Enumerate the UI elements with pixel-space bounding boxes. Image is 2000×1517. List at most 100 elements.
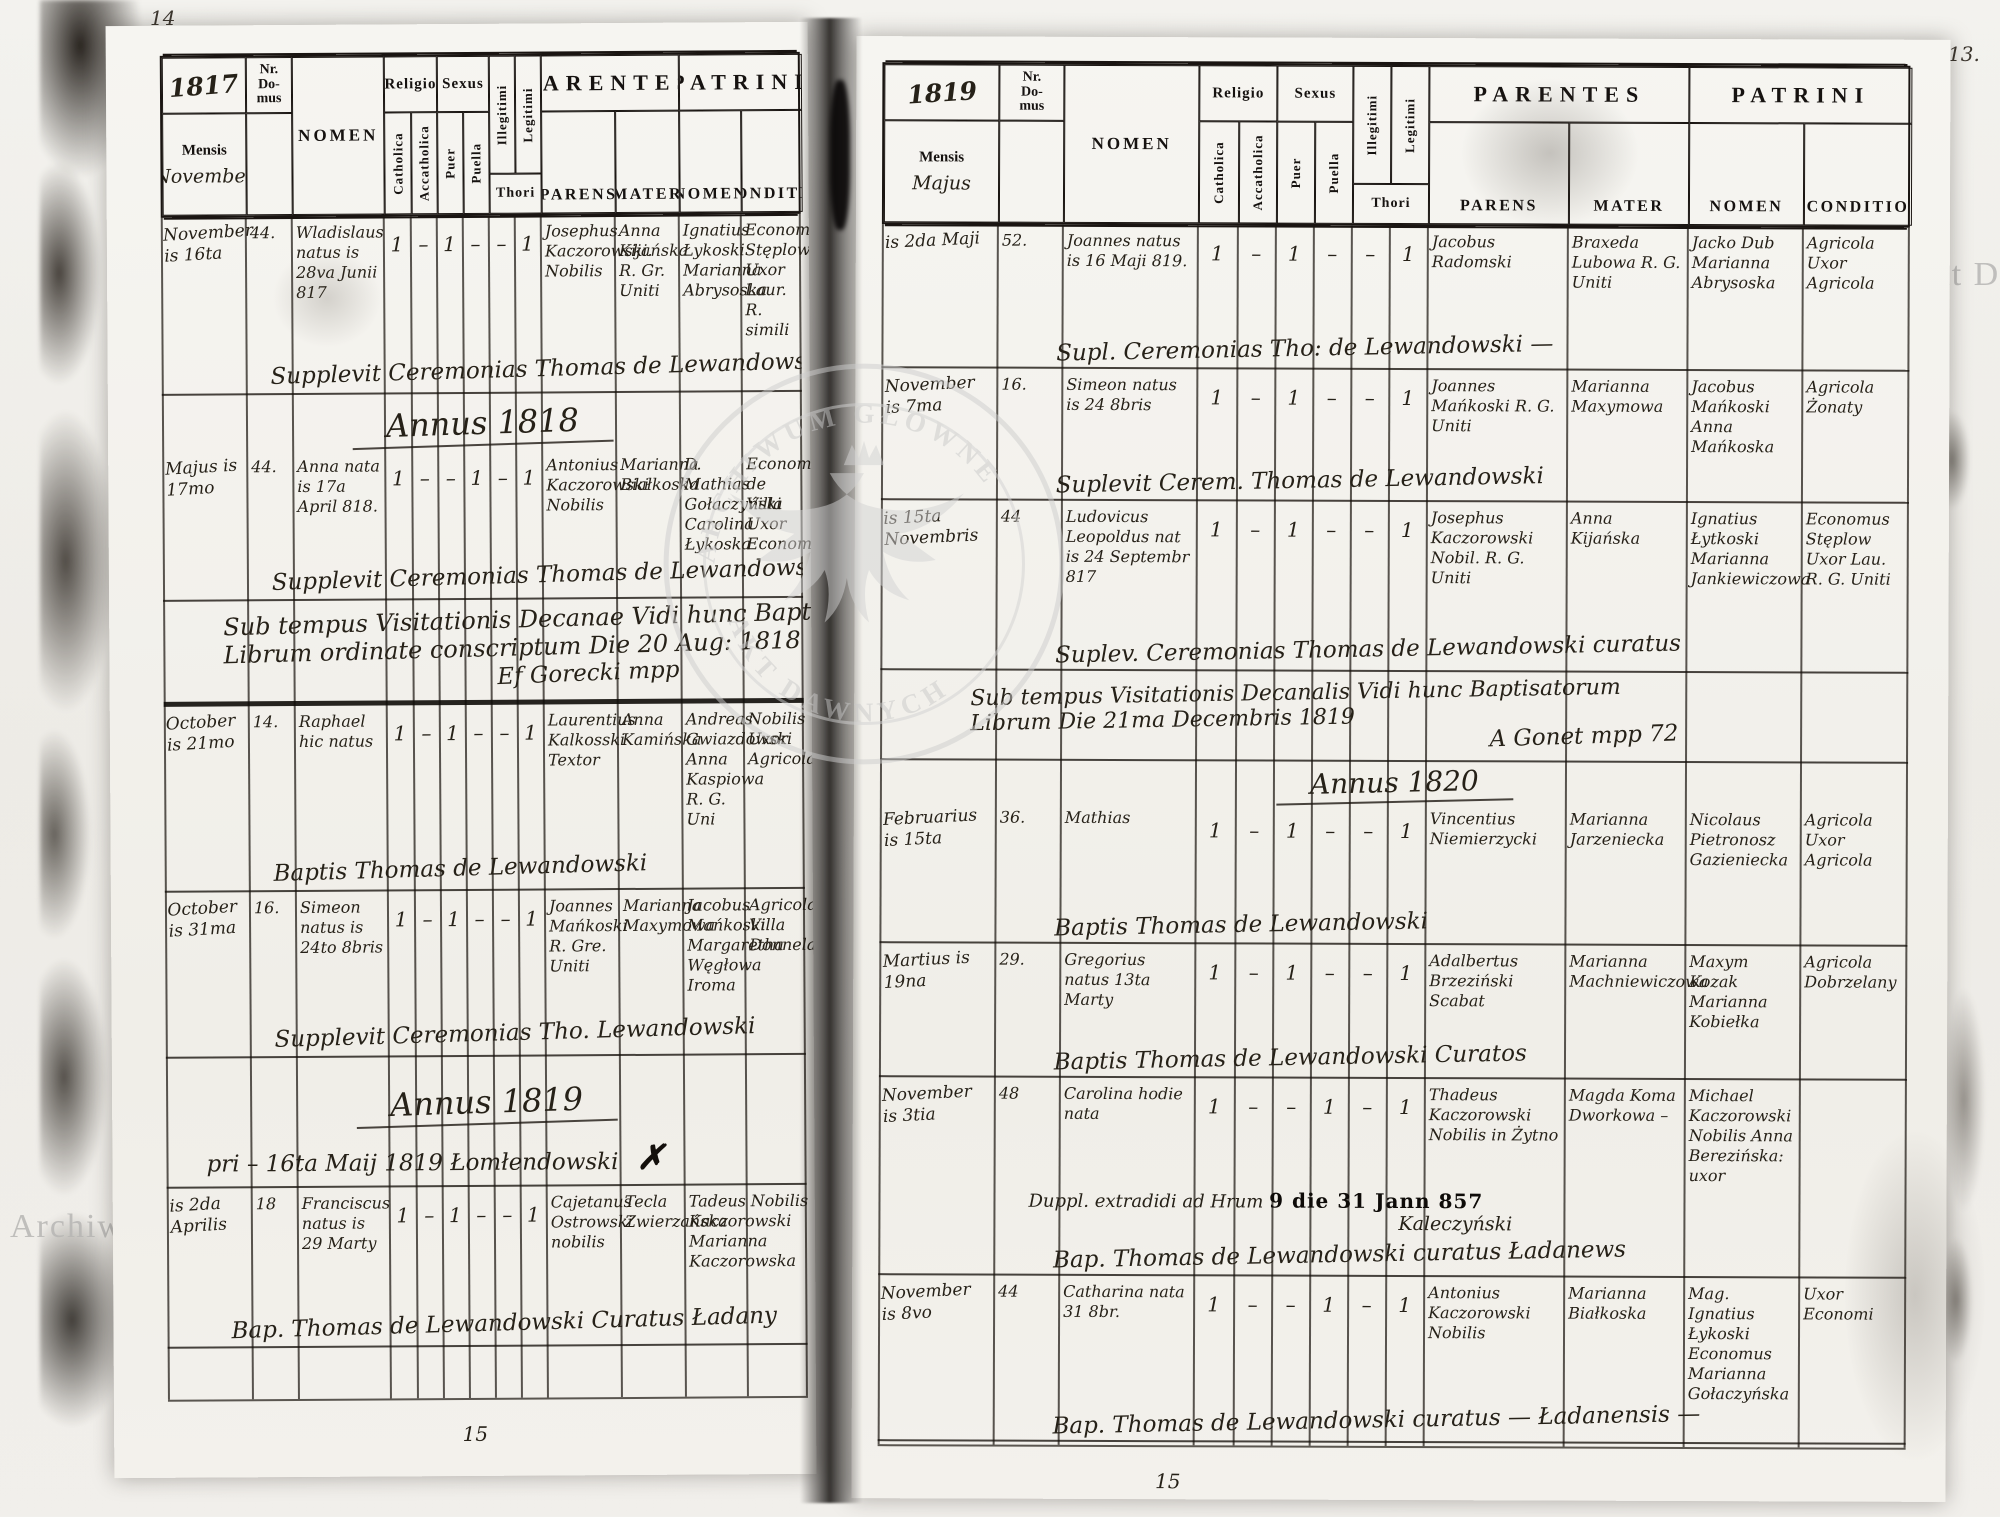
illegitimi-label: Illegitimi bbox=[493, 84, 510, 146]
cell-mater: Marianna Maxymowa bbox=[1571, 376, 1664, 416]
parens-header: PARENS bbox=[541, 111, 616, 214]
patrini-nomen-header: NOMEN bbox=[679, 110, 742, 213]
cell-patrini: Jacobus Mańkoski Margaretha Węgłowa Irom… bbox=[686, 895, 785, 995]
cell-illeg: – bbox=[1365, 241, 1376, 266]
annus-heading: Annus 1819 bbox=[166, 1055, 806, 1131]
cell-accath: – bbox=[418, 232, 429, 257]
record-block: Februarius is 15ta 36. Mathias 1 – 1 – –… bbox=[879, 801, 1908, 947]
cell-patrini: Michael Kaczorowski Nobilis Anna Bereziń… bbox=[1688, 1086, 1793, 1186]
cell-domus: 36. bbox=[999, 807, 1026, 827]
cell-illeg: – bbox=[1362, 1094, 1373, 1119]
cell-puella: – bbox=[474, 906, 485, 931]
nr-domus-header: Nr. Do-mus bbox=[245, 57, 293, 114]
cell-mater: Braxeda Lubowa R. G. Uniti bbox=[1571, 232, 1681, 292]
cell-mater: Marianna Machniewiczowa bbox=[1569, 951, 1709, 992]
record-row: Februarius is 15ta 36. Mathias 1 – 1 – –… bbox=[880, 801, 1908, 909]
cell-date: November is 8vo bbox=[880, 1279, 972, 1326]
cell-puella: – bbox=[1326, 517, 1337, 542]
stain bbox=[272, 248, 382, 348]
cell-cath: 1 bbox=[390, 232, 404, 257]
cell-child: Anna nata is 17a April 818. bbox=[297, 456, 380, 516]
legitimi-header: Legitimi bbox=[514, 55, 542, 174]
nr-line: Do- bbox=[1020, 84, 1043, 100]
puella-header: Puella bbox=[1314, 121, 1354, 224]
mensis-label: Mensis bbox=[919, 148, 965, 165]
cell-date: is 2da Maji bbox=[884, 228, 981, 253]
cell-child: Simeon natus is 24to 8bris bbox=[299, 897, 384, 957]
cell-child: Catharina nata 31 8br. bbox=[1063, 1281, 1185, 1322]
record-row: Martius is 19na 29. Gregorius natus 13ta… bbox=[879, 943, 1907, 1043]
cell-conditio: Agricola Dobrzelany bbox=[1804, 952, 1897, 992]
nomen-header: NOMEN bbox=[291, 56, 385, 216]
religio-header: Religio bbox=[1199, 65, 1278, 122]
mensis-handwritten: November bbox=[162, 164, 247, 188]
cell-leg: 1 bbox=[1401, 242, 1415, 267]
nomen-header: NOMEN bbox=[1063, 64, 1200, 224]
cell-child: Carolina hodie nata bbox=[1063, 1083, 1183, 1123]
record-row: is 2da Aprilis 18 Franciscus natus is 29… bbox=[167, 1185, 808, 1311]
cell-conditio: Nobilis bbox=[750, 1190, 809, 1211]
accatholica-header: Accatholica bbox=[411, 112, 438, 215]
page-number: 15 bbox=[462, 1421, 489, 1447]
cell-parens: Josephus Kaczorowski Nobil. R. G. Uniti bbox=[1430, 508, 1534, 588]
cell-puer: 1 bbox=[1287, 385, 1301, 410]
cell-child: Ludovicus Leopoldus nat is 24 Septembr 8… bbox=[1065, 506, 1190, 586]
cell-child: Gregorius natus 13ta Marty bbox=[1064, 949, 1151, 1009]
cell-child: Franciscus natus is 29 Marty bbox=[301, 1193, 391, 1253]
cell-illeg: – bbox=[1364, 517, 1375, 542]
cell-parens: Adalbertus Brzeziński Scabat bbox=[1429, 951, 1519, 1011]
cell-puer: 1 bbox=[1285, 818, 1299, 843]
cell-patrini: Maxym Kozak Marianna Kobiełka bbox=[1689, 952, 1768, 1032]
cell-domus: 18 bbox=[255, 1194, 277, 1214]
cell-date: November is 3tia bbox=[881, 1081, 973, 1128]
cell-domus: 52. bbox=[1001, 230, 1028, 250]
cell-mater: Marianna Jarzeniecka bbox=[1569, 809, 1665, 849]
cell-puer: 1 bbox=[447, 907, 460, 932]
cell-cath: 1 bbox=[1210, 241, 1224, 266]
record-block: November is 8vo 44 Catharina nata 31 8br… bbox=[877, 1275, 1907, 1445]
cell-leg: 1 bbox=[1401, 385, 1415, 411]
cell-date: November is 16ta bbox=[162, 220, 254, 268]
cell-patrini: Mag. Ignatius Łykoski Economus Marianna … bbox=[1687, 1284, 1790, 1404]
svg-text:AKT DAWNYCH: AKT DAWNYCH bbox=[722, 611, 955, 728]
cell-accath: – bbox=[1251, 241, 1262, 266]
cell-puella: 1 bbox=[1322, 1094, 1336, 1119]
annotation-text: Duppl. extradidi ad Hrum bbox=[1028, 1190, 1264, 1213]
year-cell: 1817 bbox=[161, 57, 247, 114]
record-block: Martius is 19na 29. Gregorius natus 13ta… bbox=[878, 943, 1908, 1081]
cell-accath: – bbox=[1248, 960, 1259, 985]
empty-header-cell bbox=[998, 120, 1065, 223]
record-block: October is 31ma 16. Simeon natus is 24to… bbox=[164, 888, 816, 1059]
religio-header: Religio bbox=[383, 56, 438, 113]
cell-puella: – bbox=[1325, 818, 1336, 843]
year-label: 1817 bbox=[168, 68, 240, 103]
cell-conditio: Economus Stęplow Uxor Laur. R. simili bbox=[744, 219, 817, 340]
cell-parens: Josephus Kaczorowski. Nobilis bbox=[544, 221, 653, 281]
cell-child: Mathias bbox=[1064, 807, 1131, 828]
cell-domus: 29. bbox=[999, 949, 1025, 969]
cell-mater: Marianna Maxymowa bbox=[622, 895, 716, 936]
cell-accath: – bbox=[1250, 385, 1261, 410]
thori-header: Thori bbox=[489, 173, 542, 214]
cell-mater: Magda Koma Dworkowa – bbox=[1568, 1085, 1676, 1125]
cell-puella: 1 bbox=[470, 465, 484, 490]
cell-illeg: – bbox=[499, 720, 510, 745]
archive-seal-watermark-icon: ARCHIWUM GŁÓWNE AKT DAWNYCH bbox=[663, 363, 1065, 765]
cell-puella: 1 bbox=[1322, 1292, 1336, 1317]
annus-heading-text: Annus 1818 bbox=[350, 399, 614, 451]
year-cell: 1819 bbox=[884, 64, 1000, 121]
mensis-header: Mensis November bbox=[162, 113, 247, 216]
cell-accath: – bbox=[421, 721, 432, 746]
cell-cath: 1 bbox=[396, 1203, 410, 1228]
record-block: is 2da Aprilis 18 Franciscus natus is 29… bbox=[166, 1184, 808, 1349]
cell-mater: Anna Kijańska bbox=[1570, 508, 1641, 548]
cell-conditio: Agricola Żonaty bbox=[1806, 377, 1875, 417]
cell-parens: Cajetanus Ostrowski nobilis bbox=[550, 1191, 633, 1252]
patrini-nomen-header: NOMEN bbox=[1688, 123, 1805, 226]
cell-puer: 1 bbox=[448, 1203, 462, 1228]
catholica-label: Catholica bbox=[1210, 141, 1227, 204]
cell-domus: 44. bbox=[251, 457, 277, 477]
cell-patrini: Jacko Dub Marianna Abrysoska bbox=[1691, 233, 1776, 293]
table-header: 1819 Nr. Do-mus NOMEN Religio Sexus Illeg… bbox=[881, 62, 1913, 228]
